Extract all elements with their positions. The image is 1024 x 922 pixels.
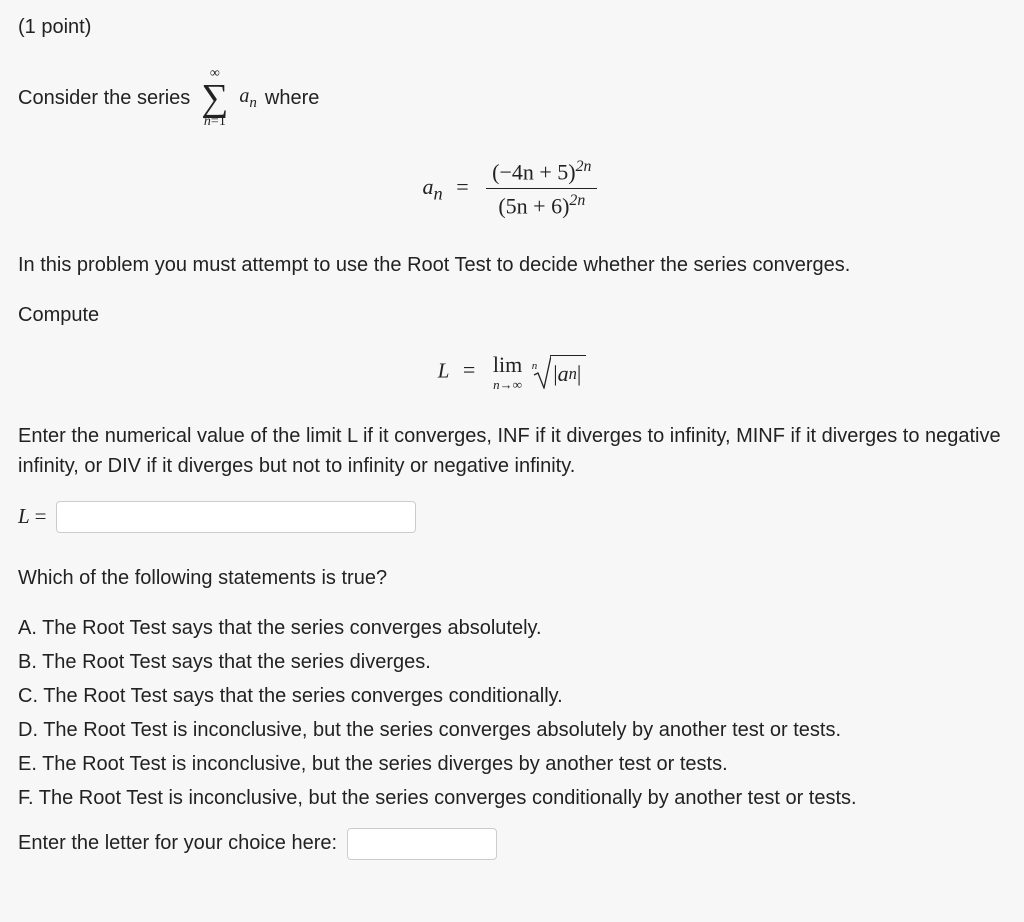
points-label: (1 point) [18, 16, 1006, 39]
limit-equals: = [463, 357, 475, 382]
option-F: F. The Root Test is inconclusive, but th… [18, 783, 1006, 814]
limit-input[interactable] [56, 501, 416, 533]
formula-lhs: an [423, 174, 449, 199]
lim-text: lim [493, 354, 522, 376]
radical-svg-icon [533, 355, 551, 389]
compute-label: Compute [18, 300, 1006, 330]
equals-sign: = [456, 174, 468, 199]
L-prompt-label: L = [18, 504, 46, 529]
formula-denominator: (5n + 6)2n [486, 189, 597, 220]
option-A: A. The Root Test says that the series co… [18, 613, 1006, 644]
option-B: B. The Root Test says that the series di… [18, 647, 1006, 678]
sigma-lower-bound: n=1 [204, 115, 226, 129]
sigma-notation: ∞ ∑ n=1 [201, 67, 228, 129]
letter-answer-row: Enter the letter for your choice here: [18, 828, 1006, 860]
series-term: an [239, 85, 257, 112]
option-D: D. The Root Test is inconclusive, but th… [18, 715, 1006, 746]
L-answer-row: L = [18, 501, 1006, 533]
option-C: C. The Root Test says that the series co… [18, 681, 1006, 712]
options-list: A. The Root Test says that the series co… [18, 613, 1006, 814]
letter-prompt-label: Enter the letter for your choice here: [18, 832, 337, 855]
mc-prompt: Which of the following statements is tru… [18, 563, 1006, 593]
radical-symbol: |an| [533, 355, 586, 389]
an-formula: an = (−4n + 5)2n (5n + 6)2n [18, 157, 1006, 220]
radicand: |an| [550, 355, 586, 389]
problem-container: (1 point) Consider the series ∞ ∑ n=1 an… [0, 0, 1024, 922]
option-E: E. The Root Test is inconclusive, but th… [18, 749, 1006, 780]
limit-instruction: Enter the numerical value of the limit L… [18, 421, 1006, 481]
letter-input[interactable] [347, 828, 497, 860]
limit-L: L [438, 358, 450, 382]
intro-suffix: where [265, 87, 319, 110]
sigma-symbol: ∑ [201, 81, 228, 115]
limit-operator: lim n→∞ [493, 354, 522, 391]
formula-numerator: (−4n + 5)2n [486, 157, 597, 189]
lim-subscript: n→∞ [493, 378, 522, 391]
limit-expression: L = lim n→∞ n |an| [18, 354, 1006, 391]
nth-root: n |an| [532, 355, 587, 389]
root-test-instruction: In this problem you must attempt to use … [18, 250, 1006, 280]
formula-fraction: (−4n + 5)2n (5n + 6)2n [486, 157, 597, 220]
intro-line: Consider the series ∞ ∑ n=1 an where [18, 67, 1006, 129]
intro-prefix: Consider the series [18, 87, 190, 110]
